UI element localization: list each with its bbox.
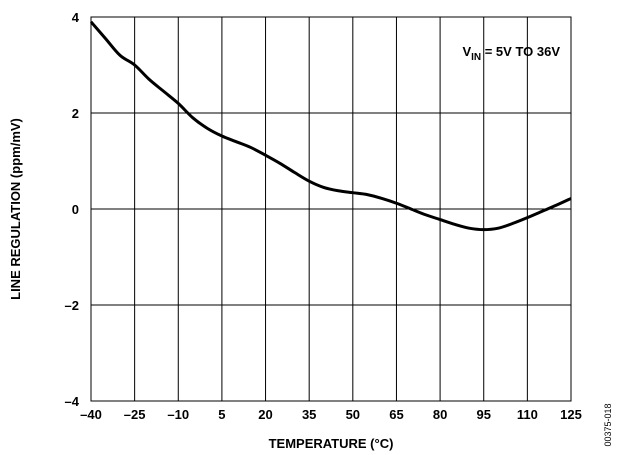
x-tick-label: 125 xyxy=(560,407,582,422)
y-tick-label: –2 xyxy=(65,298,79,313)
plot-frame xyxy=(90,16,572,402)
annotation-rest: = 5V TO 36V xyxy=(481,44,560,59)
y-axis-title: LINE REGULATION (ppm/mV) xyxy=(8,118,23,300)
y-tick-label: 0 xyxy=(72,202,79,217)
y-tick-label: –4 xyxy=(65,394,80,409)
annotation-main: V xyxy=(462,44,471,59)
x-axis-title: TEMPERATURE (°C) xyxy=(269,436,394,451)
x-tick-label: –25 xyxy=(124,407,146,422)
series-line xyxy=(89,20,572,232)
x-tick-label: 80 xyxy=(433,407,447,422)
annotation-subscript: IN xyxy=(471,52,481,63)
y-tick-label: 2 xyxy=(72,106,79,121)
series-layer xyxy=(89,20,572,232)
figure-id: 00375-018 xyxy=(603,403,613,446)
tick-labels: –40 –25 –10 5 20 35 50 65 80 95 110 125 –4 –2 0 2 4 xyxy=(65,10,582,422)
x-tick-label: 95 xyxy=(476,407,490,422)
y-tick-label: 4 xyxy=(72,10,80,25)
x-tick-label: 20 xyxy=(258,407,272,422)
grid xyxy=(90,16,572,402)
x-tick-label: 50 xyxy=(346,407,360,422)
annotation-vin: VIN = 5V TO 36V xyxy=(462,44,560,63)
x-tick-label: 65 xyxy=(389,407,403,422)
x-tick-label: 110 xyxy=(517,407,538,422)
x-tick-label: 35 xyxy=(302,407,316,422)
x-tick-label: –10 xyxy=(167,407,189,422)
x-tick-label: 5 xyxy=(218,407,225,422)
x-tick-label: –40 xyxy=(80,407,102,422)
